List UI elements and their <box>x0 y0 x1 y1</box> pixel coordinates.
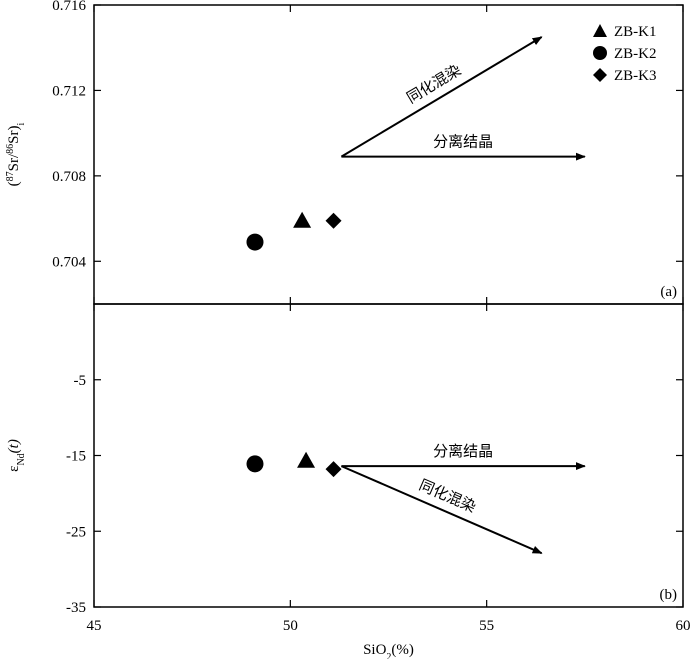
y-tick-label-b: -15 <box>66 449 86 465</box>
legend-diamond-icon <box>593 68 607 82</box>
x-axis-title-part: 2 <box>386 652 391 660</box>
point-zb-k1-b <box>297 451 316 468</box>
y-axis-title-b: εNd(t) <box>6 439 27 472</box>
legend-label: ZB-K3 <box>614 68 657 84</box>
panel-a: 0.704 0.708 0.712 0.716 (87Sr/86Sr)i (a) 同化混染分… <box>5 0 684 305</box>
y-axis-title-part: i <box>16 122 27 125</box>
y-axis-title-part: (t) <box>6 439 22 453</box>
legend: ZB-K1 ZB-K2 ZB-K3 <box>593 24 657 84</box>
plot-frame-b <box>93 303 684 608</box>
point-zb-k2-b <box>246 455 264 473</box>
trend-arrow-label-a-1: 分离结晶 <box>433 133 493 151</box>
y-tick-label-a: 0.708 <box>52 169 86 185</box>
legend-label: ZB-K1 <box>614 24 657 40</box>
trend-arrow-b-1 <box>340 465 543 555</box>
y-axis-title-part: Sr) <box>6 125 22 143</box>
x-tick-label: 45 <box>87 618 102 634</box>
y-axis-title-part: ε <box>6 466 22 472</box>
x-tick-label: 50 <box>283 618 298 634</box>
x-axis-title-part: (%) <box>391 642 414 658</box>
y-tick-label-a: 0.704 <box>52 254 86 270</box>
trend-arrow-label-a-0: 同化混染 <box>403 61 464 107</box>
trend-arrow-label-b-0: 分离结晶 <box>433 442 493 460</box>
trend-arrow-label-b-1: 同化混染 <box>416 476 478 516</box>
legend-circle-icon <box>593 46 607 60</box>
point-zb-k1-a <box>293 211 312 228</box>
legend-label: ZB-K2 <box>614 46 657 62</box>
y-axis-title-part: Sr/ <box>6 153 22 171</box>
y-tick-label-a: 0.716 <box>52 0 86 14</box>
y-axis-title-part: Nd <box>16 453 27 465</box>
point-zb-k2-a <box>246 233 264 251</box>
point-zb-k3-a <box>325 212 342 229</box>
y-axis-title-part: ( <box>6 181 22 186</box>
y-tick-label-b: -35 <box>66 600 86 616</box>
panel-tag-a: (a) <box>660 284 677 300</box>
y-axis-title-part: 86 <box>5 144 16 154</box>
x-axis-title-part: SiO <box>363 642 387 658</box>
x-tick-label: 60 <box>676 618 691 634</box>
y-tick-label-b: -5 <box>74 373 87 389</box>
y-axis-title-a: (87Sr/86Sr)i <box>5 122 27 186</box>
trend-arrow-a-0 <box>340 36 543 158</box>
point-zb-k3-b <box>325 461 342 478</box>
y-tick-label-b: -25 <box>66 524 86 540</box>
legend-triangle-icon <box>593 24 607 37</box>
x-tick-label: 55 <box>479 618 494 634</box>
y-axis-title-part: 87 <box>5 171 16 181</box>
y-tick-label-a: 0.712 <box>52 83 86 99</box>
panel-tag-b: (b) <box>660 587 678 603</box>
x-axis-title: SiO2(%) <box>363 642 414 659</box>
